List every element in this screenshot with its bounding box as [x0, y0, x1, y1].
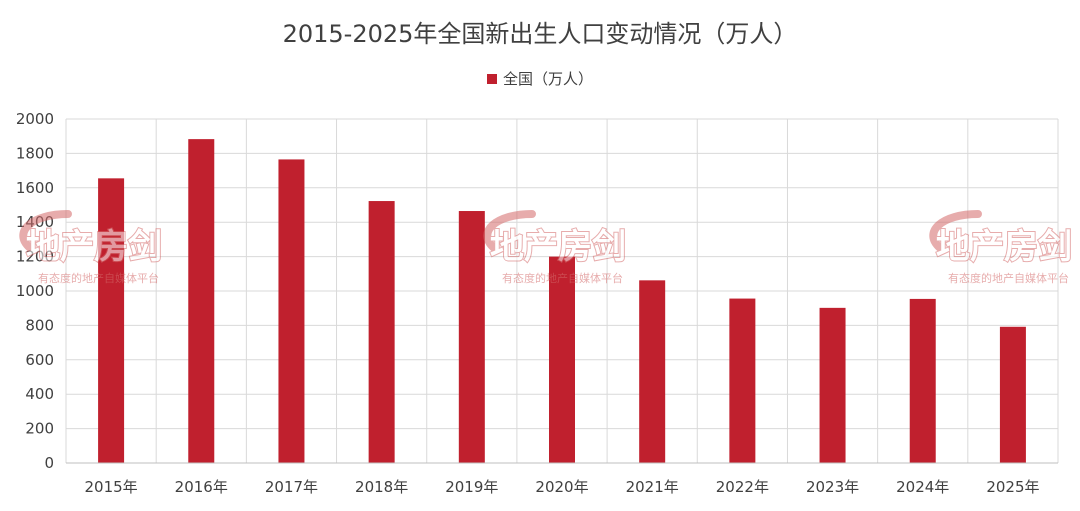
x-tick-label: 2019年 [445, 478, 498, 496]
y-tick-label: 1800 [16, 144, 54, 162]
bar [639, 280, 666, 463]
watermark-tagline: 有态度的地产自媒体平台 [502, 271, 623, 285]
bar [188, 139, 215, 463]
bar [819, 307, 846, 463]
chart-title: 2015-2025年全国新出生人口变动情况（万人） [282, 20, 798, 48]
bar [729, 298, 756, 463]
y-tick-label: 2000 [16, 110, 54, 128]
watermark-logo-swoosh [483, 210, 536, 252]
x-tick-label: 2016年 [175, 478, 228, 496]
watermark-tagline: 有态度的地产自媒体平台 [38, 271, 159, 285]
bar [368, 201, 395, 463]
y-tick-label: 200 [25, 420, 54, 438]
y-tick-label: 400 [25, 385, 54, 403]
y-tick-label: 600 [25, 351, 54, 369]
x-tick-label: 2015年 [84, 478, 137, 496]
y-tick-label: 1600 [16, 179, 54, 197]
x-tick-label: 2017年 [265, 478, 318, 496]
bar [909, 298, 936, 463]
x-tick-label: 2018年 [355, 478, 408, 496]
bar [98, 178, 125, 463]
x-tick-label: 2022年 [716, 478, 769, 496]
chart-legend: 全国（万人） [0, 68, 1080, 89]
legend-label: 全国（万人） [502, 70, 593, 88]
x-tick-label: 2025年 [986, 478, 1039, 496]
x-tick-label: 2023年 [806, 478, 859, 496]
bar [999, 326, 1026, 463]
legend-swatch [486, 74, 497, 84]
bar [278, 159, 305, 464]
watermark-logo-text: 地产房剑 [490, 227, 626, 267]
watermark-logo-swoosh [929, 210, 982, 252]
watermark-logo-swoosh [19, 210, 72, 252]
y-tick-label: 0 [44, 454, 54, 472]
x-tick-label: 2024年 [896, 478, 949, 496]
x-tick-label: 2020年 [535, 478, 588, 496]
watermark-logo-text: 地产房剑 [936, 227, 1072, 267]
watermark-logo-text: 地产房剑 [26, 227, 162, 267]
y-tick-label: 800 [25, 316, 54, 334]
y-tick-label: 1200 [16, 248, 54, 266]
y-tick-label: 1000 [16, 282, 54, 300]
bar [549, 256, 575, 463]
x-tick-label: 2021年 [626, 478, 679, 496]
watermark-tagline: 有态度的地产自媒体平台 [948, 271, 1069, 285]
bar [458, 211, 485, 463]
